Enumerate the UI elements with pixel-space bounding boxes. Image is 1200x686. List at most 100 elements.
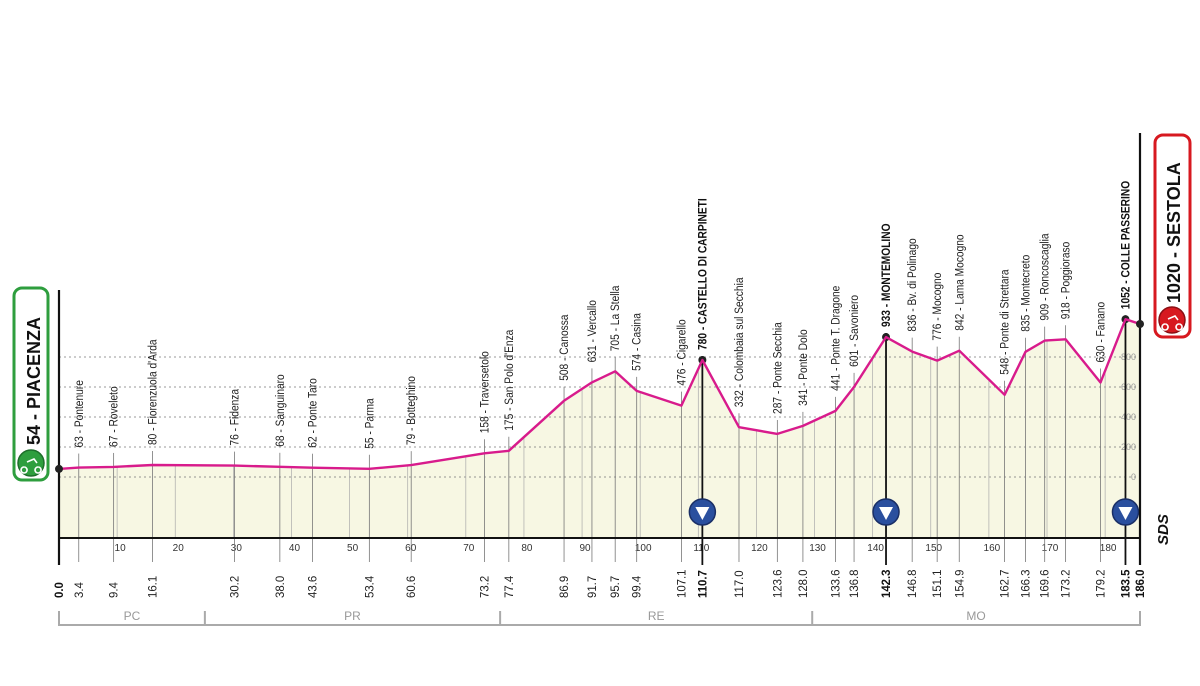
- waypoint-km-label: 154.9: [953, 570, 966, 598]
- waypoint-label: 68 - Sanguinaro: [274, 374, 287, 447]
- waypoint-label: 909 - Roncoscaglia: [1039, 233, 1052, 321]
- waypoint-km-label: 91.7: [586, 576, 599, 598]
- waypoint-km-label: 73.2: [478, 576, 491, 598]
- km-tick-label: 150: [925, 543, 942, 554]
- waypoint-km-label: 146.8: [906, 570, 919, 598]
- start-badge: [12, 286, 50, 482]
- region-label: MO: [966, 609, 985, 623]
- waypoint-km-label: 133.6: [829, 570, 842, 598]
- waypoint-label: 63 - Pontenure: [73, 380, 86, 447]
- km-tick-label: 160: [984, 543, 1001, 554]
- waypoint-km-label: 136.8: [848, 570, 861, 598]
- waypoint-km-label: 16.1: [146, 576, 159, 598]
- waypoint-km-label: 179.2: [1094, 570, 1107, 598]
- sds-logo: SDS: [1155, 514, 1172, 545]
- km-tick-label: 180: [1100, 543, 1117, 554]
- waypoint-km-label: 9.4: [107, 582, 120, 598]
- waypoint-km-label: 99.4: [630, 575, 643, 598]
- waypoint-label: 1052 - COLLE PASSERINO: [1120, 181, 1133, 310]
- waypoint-label: 79 - Botteghino: [405, 376, 418, 445]
- km-tick-label: 170: [1042, 543, 1059, 554]
- km-tick-label: 20: [173, 543, 185, 554]
- profile-line: [58, 318, 1141, 471]
- waypoint-label: 332 - Colombaia sul Secchia: [733, 277, 746, 407]
- waypoint-km-label: 162.7: [998, 570, 1011, 598]
- waypoint-label: 630 - Fanano: [1095, 302, 1108, 363]
- km-tick-label: 80: [521, 543, 533, 554]
- waypoint-km-label: 107.1: [675, 570, 688, 598]
- waypoint-label: 80 - Fiorenzuola d'Arda: [147, 339, 160, 445]
- km-tick-label: 100: [635, 543, 652, 554]
- elevation-tick-label: 200: [1121, 442, 1136, 452]
- waypoint-km-label: 38.0: [274, 575, 287, 598]
- waypoint-label: 287 - Ponte Secchia: [772, 321, 785, 414]
- km-tick-label: 40: [289, 543, 301, 554]
- km-tick-label: 30: [231, 543, 243, 554]
- waypoint-label: 62 - Ponte Taro: [307, 378, 320, 447]
- waypoint-km-label: 169.6: [1038, 570, 1051, 598]
- finish-badge: [1153, 133, 1192, 339]
- start-km-label: 0.0: [53, 582, 66, 598]
- triangle-down-icon: [695, 507, 710, 520]
- waypoint-km-label: 3.4: [73, 582, 86, 598]
- waypoint-km-label: 60.6: [405, 576, 418, 598]
- waypoint-km-label: 77.4: [503, 575, 516, 598]
- elevation-tick-label: 800: [1121, 352, 1136, 362]
- waypoint-label: 780 - CASTELLO DI CARPINETI: [697, 198, 710, 350]
- waypoint-label: 548 - Ponte di Strettara: [999, 269, 1012, 375]
- start-label: 54 - PIACENZA: [24, 317, 44, 445]
- km-tick-label: 70: [463, 543, 475, 554]
- waypoint-km-label: 183.5: [1119, 569, 1132, 598]
- waypoint-km-label: 123.6: [771, 570, 784, 598]
- elevation-tick-label: 400: [1121, 412, 1136, 422]
- region-label: PC: [124, 609, 141, 623]
- waypoint-km-label: 117.0: [733, 570, 746, 598]
- region-label: RE: [648, 609, 665, 623]
- waypoint-label: 601 - Savoniero: [848, 295, 861, 367]
- waypoint-km-label: 43.6: [306, 576, 319, 598]
- elevation-tick-label: 600: [1121, 382, 1136, 392]
- waypoint-label: 55 - Parma: [364, 398, 377, 449]
- km-tick-label: 10: [115, 543, 127, 554]
- finish-km-label: 186.0: [1134, 569, 1147, 598]
- km-tick-label: 50: [347, 543, 359, 554]
- waypoint-label: 836 - Bv. di Polinago: [906, 238, 919, 331]
- waypoint-label: 175 - San Polo d'Enza: [503, 329, 516, 431]
- km-tick-label: 90: [580, 543, 592, 554]
- waypoint-km-label: 53.4: [363, 575, 376, 598]
- waypoint-km-label: 173.2: [1059, 570, 1072, 598]
- waypoint-label: 776 - Mocogno: [931, 273, 944, 341]
- waypoint-km-label: 110.7: [696, 570, 709, 598]
- waypoint-km-label: 95.7: [609, 576, 622, 598]
- waypoint-label: 67 - Roveleto: [108, 386, 121, 447]
- waypoint-label: 341 - Ponte Dolo: [797, 329, 810, 405]
- region-label: PR: [344, 609, 361, 623]
- waypoint-km-label: 30.2: [228, 576, 241, 598]
- finish-cyclist-icon: [1158, 306, 1186, 334]
- waypoint-km-label: 151.1: [931, 570, 944, 598]
- triangle-down-icon: [1118, 507, 1133, 520]
- waypoint-km-label: 166.3: [1019, 570, 1032, 598]
- waypoint-label: 76 - Fidenza: [229, 388, 242, 445]
- triangle-down-icon: [879, 507, 894, 520]
- waypoint-label: 918 - Poggioraso: [1060, 242, 1073, 320]
- finish-dot: [1136, 320, 1144, 328]
- waypoint-label: 835 - Montecreto: [1020, 255, 1033, 332]
- waypoint-label: 508 - Canossa: [558, 314, 571, 381]
- km-tick-label: 120: [751, 543, 768, 554]
- profile-fill: [59, 319, 1140, 538]
- start-dot: [55, 464, 63, 473]
- waypoint-label: 705 - La Stella: [609, 285, 622, 351]
- waypoint-km-label: 128.0: [797, 569, 810, 598]
- waypoint-label: 476 - Cigarello: [676, 319, 689, 385]
- waypoint-label: 631 - Vercallo: [586, 300, 599, 362]
- km-tick-label: 130: [809, 543, 826, 554]
- finish-label: 1020 - SESTOLA: [1164, 162, 1184, 303]
- cyclist-icon: [17, 449, 45, 477]
- waypoint-label: 441 - Ponte T. Dragone: [830, 286, 843, 391]
- elevation-tick-label: 0: [1131, 472, 1136, 482]
- waypoint-label: 842 - Lama Mocogno: [954, 234, 967, 330]
- waypoint-label: 933 - MONTEMOLINO: [880, 223, 893, 327]
- bike-glyph-icon: [20, 458, 42, 474]
